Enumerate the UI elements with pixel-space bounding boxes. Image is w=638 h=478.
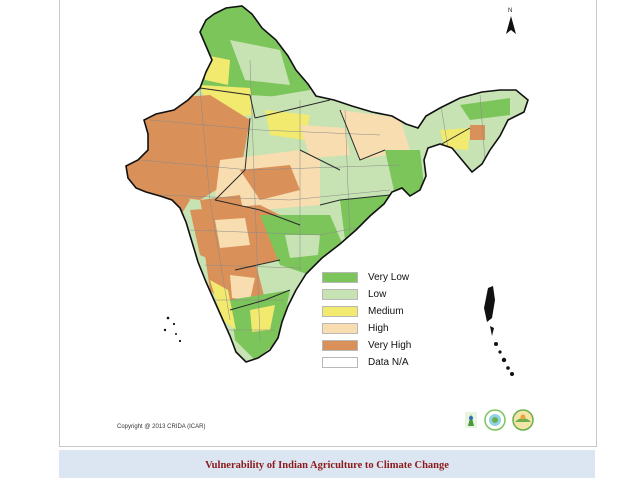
- state-boundaries: [199, 87, 471, 311]
- crida-logo-icon: [484, 409, 506, 431]
- district-boundaries: [139, 59, 486, 341]
- legend-swatch: [322, 357, 358, 368]
- legend-label: Very High: [368, 340, 412, 351]
- legend-label: Low: [368, 289, 387, 300]
- legend-item-low: Low: [322, 288, 462, 302]
- legend-item-data-na: Data N/A: [322, 356, 462, 370]
- north-label: N: [508, 8, 513, 14]
- institution-logos: [465, 409, 534, 431]
- legend-swatch: [322, 272, 358, 283]
- legend-label: Medium: [368, 306, 404, 317]
- legend-item-high: High: [322, 322, 462, 336]
- slide-caption: Vulnerability of Indian Agriculture to C…: [205, 460, 449, 471]
- north-arrow: N: [503, 8, 519, 34]
- north-arrow-icon: [506, 16, 516, 34]
- lakshadweep-islands: [163, 316, 182, 343]
- legend-swatch: [322, 289, 358, 300]
- nicra-logo-icon: [512, 409, 534, 431]
- legend-item-very-low: Very Low: [322, 271, 462, 285]
- legend-item-medium: Medium: [322, 305, 462, 319]
- legend-label: High: [368, 323, 389, 334]
- copyright-text: Copyright @ 2013 CRIDA (ICAR): [117, 424, 206, 430]
- legend-item-very-high: Very High: [322, 339, 462, 353]
- icar-logo-icon: [465, 412, 477, 428]
- legend-swatch: [322, 323, 358, 334]
- legend-swatch: [322, 340, 358, 351]
- andaman-nicobar-islands: [484, 286, 514, 376]
- legend-swatch: [322, 306, 358, 317]
- legend-label: Very Low: [368, 272, 410, 283]
- caption-bar: Vulnerability of Indian Agriculture to C…: [59, 450, 595, 478]
- vulnerability-regions: [126, 6, 528, 362]
- legend-label: Data N/A: [368, 357, 409, 368]
